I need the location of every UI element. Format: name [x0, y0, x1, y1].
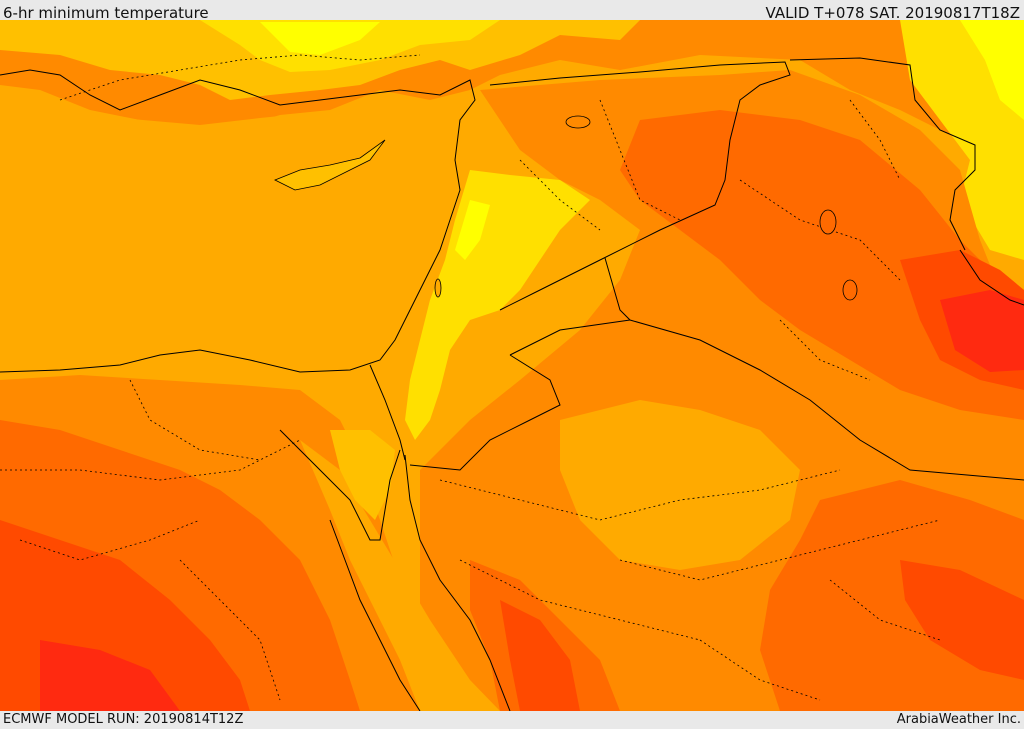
border-jordan-saudi — [409, 319, 631, 471]
temp-band-iraq-dark-orange — [620, 110, 1024, 420]
temp-band-egypt-hot — [40, 640, 180, 711]
credit-label: ArabiaWeather Inc. — [896, 712, 1021, 727]
dead-sea — [434, 278, 442, 298]
coastline-red-sea-west — [329, 519, 421, 711]
map-title: 6-hr minimum temperature — [3, 4, 209, 22]
border-iraq-saudi — [604, 257, 1024, 481]
footer-bar: ECMWF MODEL RUN: 20190814T12Z ArabiaWeat… — [0, 711, 1024, 729]
header-bar: 6-hr minimum temperature VALID T+078 SAT… — [0, 0, 1024, 22]
lake-tuz — [565, 115, 591, 129]
coastline-red-sea-east — [404, 454, 511, 711]
lake-iraq-south — [842, 279, 858, 301]
coastline-gulf-aqaba — [279, 429, 401, 541]
temp-band-turkey-yellow — [260, 22, 380, 55]
temp-band-levant-yellow — [405, 170, 590, 440]
temperature-map — [0, 20, 1024, 711]
valid-time-label: VALID T+078 SAT. 20190817T18Z — [765, 4, 1020, 22]
temp-band-mediterranean — [0, 100, 460, 372]
lake-iraq — [819, 209, 837, 235]
temp-band-iraq-red — [940, 290, 1024, 372]
model-run-label: ECMWF MODEL RUN: 20190814T12Z — [3, 712, 244, 727]
cyprus-island — [274, 139, 386, 191]
temp-band-sinai — [330, 430, 395, 520]
coastline-levant — [0, 189, 461, 373]
temp-band-levant-bright — [455, 200, 490, 260]
border-syria-iraq — [489, 61, 791, 311]
temp-band-saudi-red-east — [900, 560, 1024, 680]
temp-band-saudi-light — [560, 400, 800, 570]
internal-boundaries — [0, 54, 941, 701]
border-egypt-israel — [369, 364, 406, 461]
map-canvas — [0, 20, 1024, 711]
border-iran — [789, 57, 976, 251]
temp-band-east-bright — [960, 20, 1024, 120]
temp-band-red-sea — [300, 440, 500, 711]
coastline-persian-gulf — [959, 249, 1024, 306]
temp-band-hejaz-red — [500, 600, 580, 711]
